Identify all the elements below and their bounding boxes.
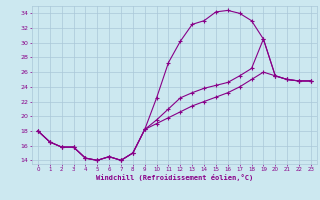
X-axis label: Windchill (Refroidissement éolien,°C): Windchill (Refroidissement éolien,°C) — [96, 174, 253, 181]
